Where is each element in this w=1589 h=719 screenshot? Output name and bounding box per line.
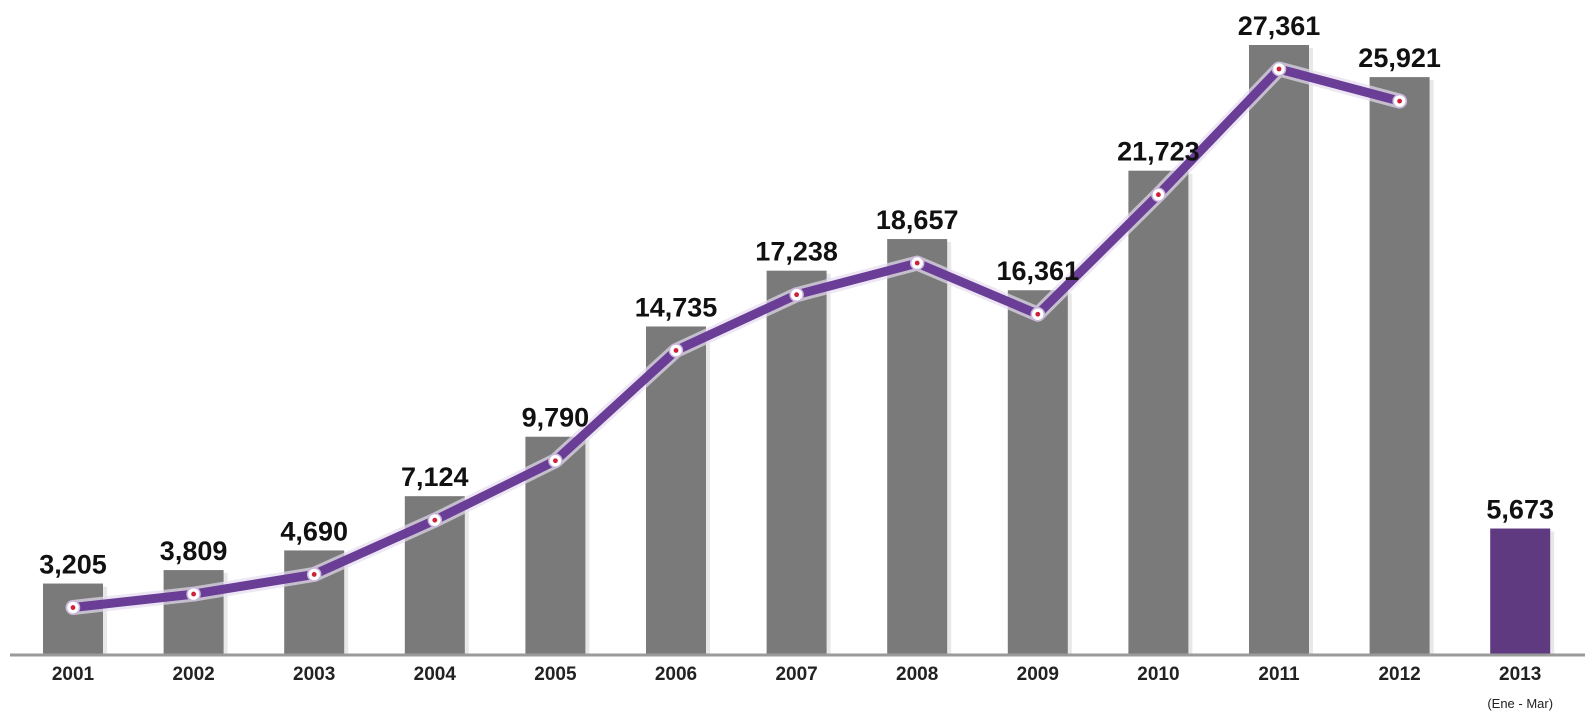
line-point-dot-2006 [673, 348, 679, 353]
line-series [68, 64, 1405, 612]
bar-2006 [646, 326, 706, 655]
bar-2008 [887, 239, 948, 655]
value-label-2001: 3,205 [39, 550, 107, 580]
line-point-dot-2011 [1276, 66, 1282, 72]
value-label-2009: 16,361 [997, 256, 1080, 286]
x-tick-label-2002: 2002 [172, 664, 214, 685]
line-point-dot-2001 [70, 605, 76, 610]
x-tick-label-2006: 2006 [655, 664, 697, 685]
x-tick-label-2013: 2013 [1499, 664, 1541, 685]
line-point-dot-2004 [432, 517, 438, 523]
value-label-2012: 25,921 [1358, 43, 1441, 73]
line-point-dot-2009 [1035, 311, 1041, 317]
value-label-2004: 7,124 [401, 462, 469, 492]
value-label-2008: 18,657 [876, 205, 959, 235]
category-note: (Ene - Mar) [1487, 696, 1553, 711]
x-tick-label-2001: 2001 [52, 664, 95, 685]
bar-2013 [1490, 528, 1551, 655]
bar-2001 [43, 583, 103, 655]
line-point-dot-2002 [191, 591, 197, 597]
line-point-dot-2012 [1397, 98, 1402, 104]
x-tick-label-2012: 2012 [1378, 664, 1420, 685]
value-labels-group: 3,205 3,809 4,690 7,124 9,790 14,735 17,238 18,… [39, 11, 1554, 580]
bar-2010 [1128, 170, 1189, 656]
value-label-2013: 5,673 [1486, 495, 1554, 525]
x-tick-label-2008: 2008 [896, 664, 938, 685]
line-point-dot-2003 [311, 572, 317, 577]
value-label-2007: 17,238 [755, 237, 838, 267]
line-point-dot-2010 [1156, 192, 1161, 198]
year-labels-group: 2001 2002 2003 2004 2005 2006 2007 2008 2009 2010… [52, 664, 1541, 685]
bar-2011 [1249, 45, 1309, 655]
x-tick-label-2005: 2005 [534, 664, 577, 685]
bars-group [43, 45, 1555, 656]
bar-2012 [1369, 77, 1430, 656]
x-tick-label-2010: 2010 [1137, 664, 1179, 685]
x-tick-label-2009: 2009 [1017, 664, 1059, 685]
line-point-dot-2005 [553, 458, 558, 464]
bar-2002 [163, 570, 224, 655]
value-label-2006: 14,735 [635, 292, 718, 322]
x-tick-label-2011: 2011 [1258, 664, 1300, 685]
value-label-2003: 4,690 [280, 516, 348, 546]
line-point-dot-2008 [914, 260, 920, 266]
x-tick-label-2004: 2004 [414, 664, 457, 685]
value-label-2005: 9,790 [522, 403, 590, 433]
bar-2007 [766, 270, 827, 655]
line-point-dot-2007 [794, 292, 799, 298]
value-label-2010: 21,723 [1117, 137, 1200, 167]
bar-2009 [1007, 290, 1068, 655]
value-label-2002: 3,809 [160, 536, 228, 566]
x-tick-label-2003: 2003 [293, 664, 335, 685]
x-tick-label-2007: 2007 [775, 664, 817, 685]
value-label-2011: 27,361 [1238, 11, 1321, 41]
line-series-group [65, 61, 1408, 615]
